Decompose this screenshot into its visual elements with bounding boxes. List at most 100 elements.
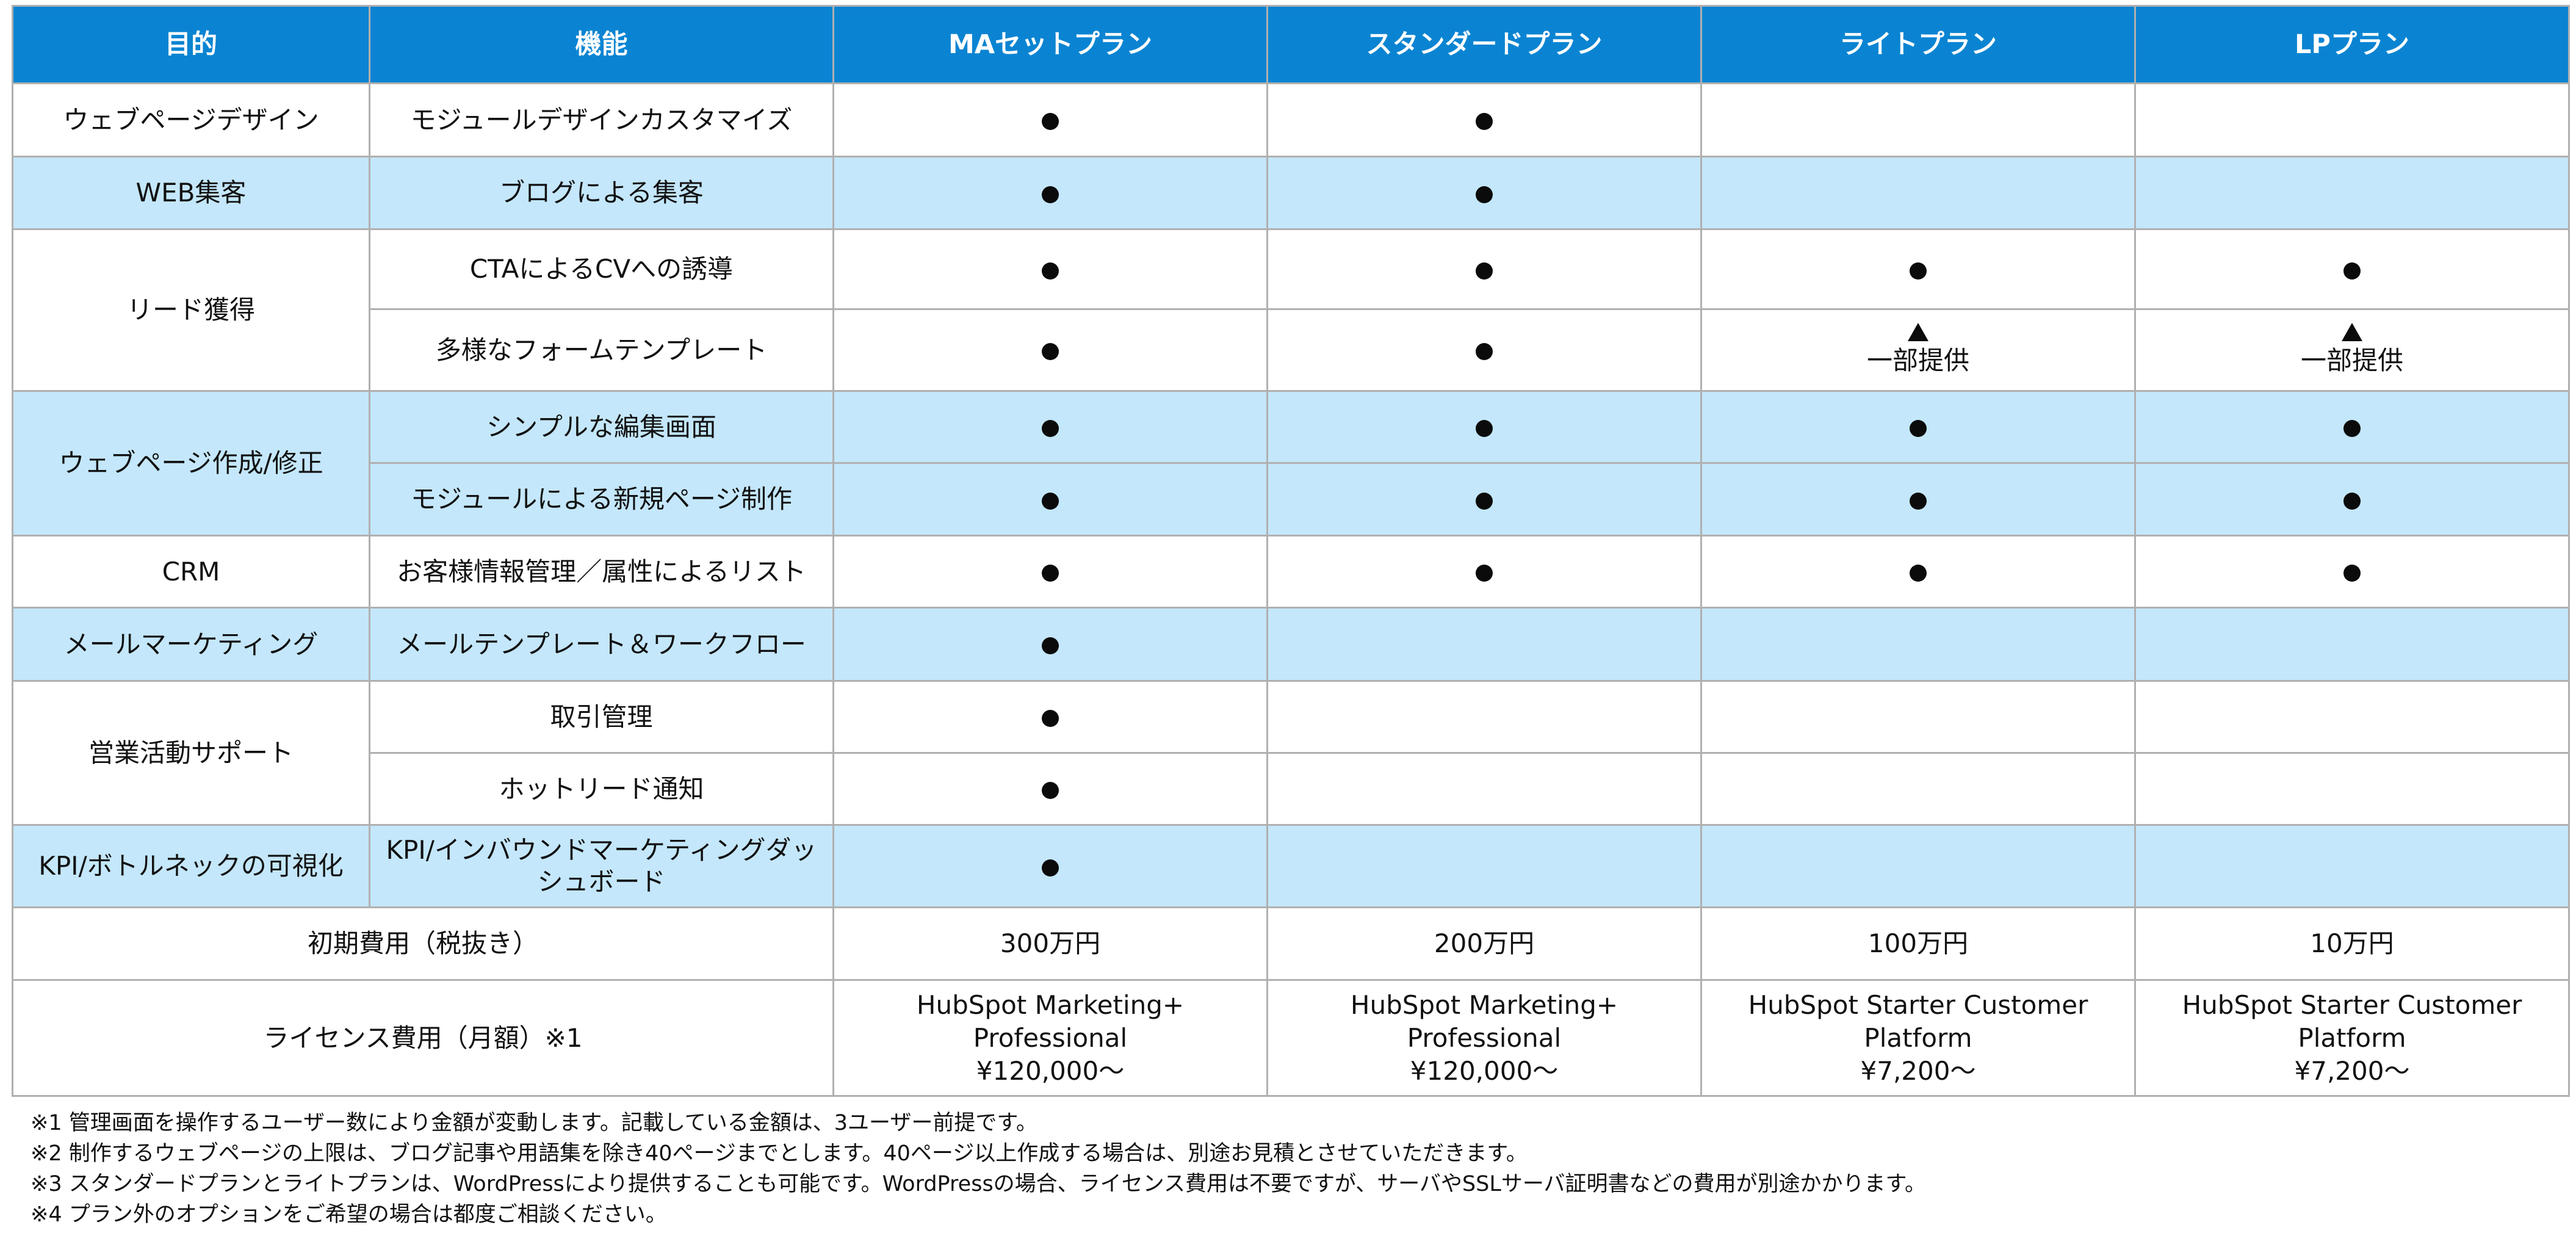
table-row: ホットリード通知 [13,752,2570,826]
available-dot [1476,565,1493,582]
feature-cell: ホットリード通知 [369,752,834,826]
plan-cell [2134,156,2570,230]
available-dot [1910,492,1927,510]
available-dot [2343,262,2361,280]
plan-cell [832,390,1268,464]
table-row: WEB集客 ブログによる集客 [12,156,2570,230]
table-row: 営業活動サポート 取引管理 [12,680,2570,826]
header-lp-plan: LPプラン [2134,5,2570,84]
available-dot [1042,113,1059,130]
plan-cell [1266,308,1702,392]
plan-cell [1266,390,1702,464]
initial-cost-value: 300万円 [832,906,1268,981]
license-edition: Professional [973,1022,1128,1053]
purpose-cell: CRM [12,535,370,609]
available-dot [1042,637,1059,654]
table-row: KPI/ボトルネックの可視化 KPI/インバウンドマーケティングダッシュボード [12,824,2570,908]
plan-cell [1700,156,2136,230]
plan-cell [832,752,1268,826]
feature-cell: シンプルな編集画面 [369,390,834,464]
plan-cell [832,535,1268,609]
feature-cell: KPI/インバウンドマーケティングダッシュボード [369,824,834,908]
license-edition: Platform [1864,1022,1972,1053]
feature-cell: 取引管理 [369,680,834,754]
plan-cell [1266,462,1702,537]
plan-cell [2134,82,2570,157]
feature-cell: メールテンプレート＆ワークフロー [369,607,834,682]
available-dot [1910,565,1927,582]
plan-cell [832,607,1268,682]
footnotes: ※1 管理画面を操作するユーザー数により金額が変動します。記載している金額は、3… [31,1108,2563,1230]
plan-cell [1266,680,1702,754]
feature-cell: モジュールデザインカスタマイズ [369,82,834,157]
initial-cost-label: 初期費用（税抜き） [12,906,834,981]
table-row: リード獲得 CTAによるCVへの誘導 [12,228,2570,392]
header-standard-plan: スタンダードプラン [1266,5,1702,84]
available-dot [2343,565,2361,582]
partial-triangle-icon [2342,322,2362,341]
license-edition: Professional [1407,1022,1562,1053]
table-row: 多様なフォームテンプレート 一部提供 一部提供 [13,308,2570,392]
partial-label: 一部提供 [2300,345,2403,375]
header-row: 目的 機能 MAセットプラン スタンダードプラン ライトプラン LPプラン [12,5,2570,84]
header-feature: 機能 [369,5,834,84]
available-dot [1042,492,1059,510]
plan-cell [832,824,1268,908]
available-dot [1910,262,1927,280]
plan-cell [1700,390,2136,464]
initial-cost-row: 初期費用（税抜き） 300万円 200万円 100万円 10万円 [12,906,2570,981]
plan-cell [1700,462,2136,537]
license-product: HubSpot Marketing+ [916,989,1185,1020]
plan-cell [832,156,1268,230]
header-light-plan: ライトプラン [1700,5,2136,84]
available-dot [1042,262,1059,280]
header-purpose: 目的 [12,5,370,84]
plan-cell [2134,824,2570,908]
initial-cost-value: 10万円 [2134,906,2570,981]
available-dot [1476,420,1493,437]
plan-cell [832,228,1268,310]
footnote-4: ※4 プラン外のオプションをご希望の場合は都度ご相談ください。 [31,1202,667,1227]
plan-cell [832,308,1268,392]
available-dot [2343,492,2361,510]
plan-cell [1700,752,2136,826]
feature-cell: CTAによるCVへの誘導 [369,228,834,310]
plan-cell [2134,752,2570,826]
purpose-cell: メールマーケティング [12,607,370,682]
license-product: HubSpot Starter Customer [2182,989,2522,1020]
license-cost-cell: HubSpot Marketing+ Professional ¥120,000～ [832,979,1268,1097]
plan-comparison-table: 目的 機能 MAセットプラン スタンダードプラン ライトプラン LPプラン ウェ… [12,5,2570,1097]
available-dot [1042,565,1059,582]
license-cost-cell: HubSpot Starter Customer Platform ¥7,200～ [1700,979,2136,1097]
table-row: ウェブページデザイン モジュールデザインカスタマイズ [12,82,2570,157]
initial-cost-value: 200万円 [1266,906,1702,981]
license-product: HubSpot Starter Customer [1748,989,2088,1020]
license-price: ¥7,200～ [2294,1055,2410,1086]
plan-cell [1266,824,1702,908]
available-dot [1476,113,1493,130]
license-price: ¥7,200～ [1860,1055,1976,1086]
header-ma-set-plan: MAセットプラン [832,5,1268,84]
plan-cell [832,462,1268,537]
feature-cell: モジュールによる新規ページ制作 [369,462,834,537]
available-dot [1042,859,1059,877]
license-edition: Platform [2298,1022,2406,1053]
plan-cell: 一部提供 [2134,308,2570,392]
available-dot [1476,492,1493,510]
plan-cell [1700,680,2136,754]
table-row: モジュールによる新規ページ制作 [13,462,2570,537]
table-row: CRM お客様情報管理／属性によるリスト [12,535,2570,609]
plan-cell [1700,824,2136,908]
license-cost-row: ライセンス費用（月額）※1 HubSpot Marketing+ Professio… [12,979,2570,1097]
footnote-1: ※1 管理画面を操作するユーザー数により金額が変動します。記載している金額は、3… [31,1111,1037,1135]
partial-triangle-icon [1908,322,1928,341]
available-dot [1042,782,1059,799]
available-dot [1042,710,1059,727]
purpose-cell: ウェブページ作成/修正 [12,390,370,537]
feature-cell: お客様情報管理／属性によるリスト [369,535,834,609]
plan-cell [1266,82,1702,157]
plan-cell [1700,82,2136,157]
available-dot [1042,420,1059,437]
plan-cell [2134,535,2570,609]
available-dot [1476,343,1493,360]
